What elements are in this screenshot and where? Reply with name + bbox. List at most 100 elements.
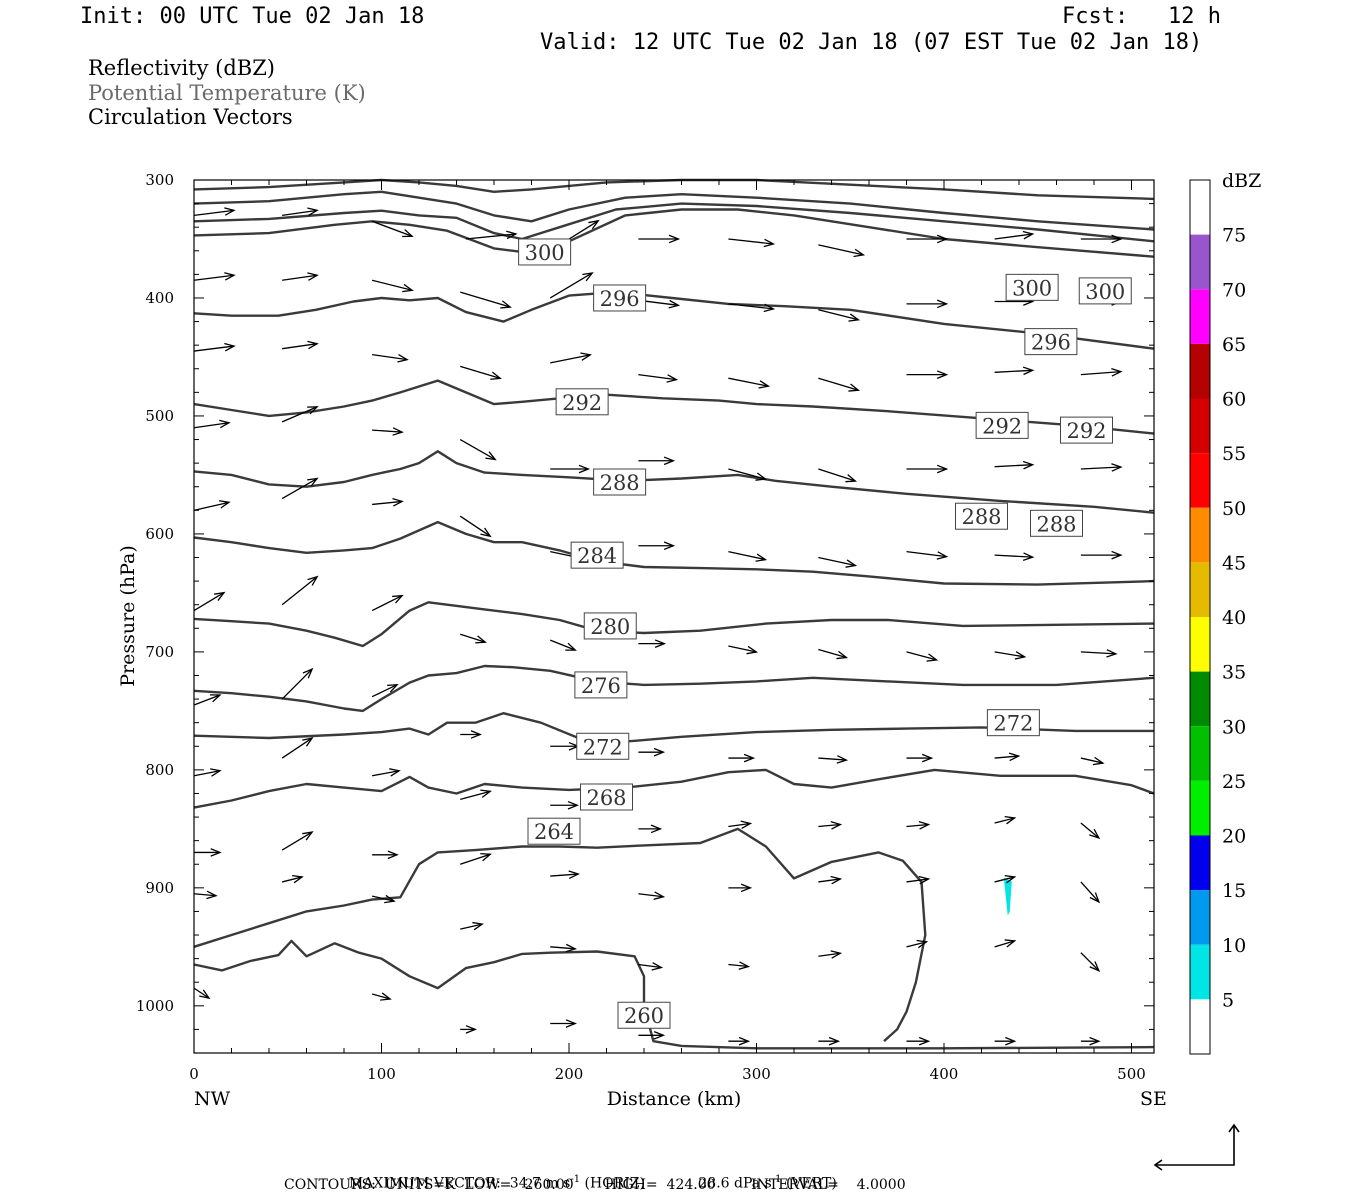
circulation-vector [728,550,768,562]
circulation-vector [1080,550,1123,560]
circulation-vector [728,961,751,970]
circulation-vector [372,850,399,860]
circulation-vector [1080,952,1101,972]
circulation-vector [1080,756,1105,766]
circulation-vector [818,950,843,959]
circulation-vector [460,853,492,865]
circulation-vector [459,515,492,538]
circulation-vector [550,464,591,474]
circulation-vector [994,651,1027,660]
contour-label: 280 [590,615,630,639]
circulation-vector [994,752,1021,762]
colorbar-level-label: 55 [1222,443,1246,465]
contour-label-box [617,1001,671,1029]
contour-label: 276 [581,674,621,698]
circulation-vector [459,438,497,461]
circulation-vector [550,741,581,751]
circulation-vector [371,594,404,612]
max-vector-label: MAXIMUM VECTOR: [348,1175,501,1192]
y-axis-label: Pressure (hPa) [117,545,139,687]
contours-info: CONTOURS: UNITS=K LOW= 260.00 HIGH= 424.… [284,1177,906,1193]
contour-label-box [593,284,647,312]
contour-label-box [1005,273,1059,301]
circulation-vector [728,883,753,893]
circulation-vector [638,962,664,971]
contour-label-box [1030,509,1083,537]
contour-label: 300 [525,241,565,265]
max-vector-line: MAXIMUM VECTOR: 34.7 m s-1 (HORIZ) 28.6 … [340,1158,837,1192]
colorbar-level-label: 70 [1222,279,1246,301]
circulation-vector [1080,1036,1101,1046]
contour-label: 268 [586,786,626,810]
circulation-vector [281,477,319,500]
circulation-vector [638,747,666,757]
theta-contour-292 [193,379,1155,435]
contour-label-box [580,783,633,811]
init-time: Init: 00 UTC Tue 02 Jan 18 [80,4,425,29]
colorbar-segment [1190,726,1210,781]
circulation-vector [638,234,681,244]
circulation-vector [372,427,404,436]
circulation-vector [906,464,949,474]
circulation-vector [550,943,577,953]
colorbar-segment [1190,780,1210,836]
y-tick-label: 900 [145,879,174,897]
max-vector-vert-unit: (VERT) [785,1175,837,1192]
contour-label-box [593,468,647,496]
x-tick-label: 100 [367,1065,396,1083]
x-axis-label: Distance (km) [607,1088,742,1110]
circulation-vector [281,406,319,423]
contour-label-box [576,732,630,760]
circulation-vector [194,848,222,857]
circulation-vector [994,230,1035,240]
circulation-vector [728,753,756,763]
circulation-vector [281,667,314,700]
circulation-vector [550,1019,578,1028]
colorbar-level-label: 60 [1222,389,1246,411]
y-tick-label: 300 [145,171,174,189]
circulation-vector [1080,881,1101,904]
colorbar-segment [1190,671,1210,727]
legend-potential-temperature: Potential Temperature (K) [88,81,366,105]
contour-label: 292 [1066,419,1106,443]
contour-label-box [527,817,581,845]
max-vector-horiz-unit: (HORIZ) [584,1175,645,1192]
colorbar-level-label: 50 [1222,498,1246,520]
circulation-vector [994,1036,1017,1046]
circulation-vector [282,207,319,217]
colorbar-segment [1190,180,1210,235]
contour-label-box [570,541,624,569]
y-tick-label: 800 [145,761,174,779]
circulation-vector [193,500,231,511]
x-tick-label: 400 [930,1065,959,1083]
circulation-vector [193,987,211,1000]
circulation-vector [818,244,866,258]
circulation-vector [906,939,929,949]
colorbar-segment [1190,835,1210,891]
contour-label-box [975,411,1029,439]
plot-frame [193,179,1155,1054]
contour-label-box [583,612,637,640]
theta-contour-280 [193,601,1155,648]
circulation-vector [1080,822,1101,840]
legend-reflectivity: Reflectivity (dBZ) [88,56,276,80]
colorbar-level-label: 5 [1222,989,1234,1011]
colorbar-title: dBZ [1222,170,1261,192]
circulation-vector [371,279,414,293]
circulation-vector [550,870,580,879]
valid-time: Valid: 12 UTC Tue 02 Jan 18 (07 EST Tue … [540,30,1203,55]
circulation-vector [193,694,222,706]
circulation-vector [818,875,843,885]
legend-circulation-vectors: Circulation Vectors [88,105,293,129]
circulation-vector [281,874,304,884]
circulation-vector [371,220,414,238]
circulation-vector [193,419,231,429]
circulation-vector [460,730,483,739]
theta-contour-276 [193,664,1155,713]
contour-label: 300 [1012,276,1052,300]
y-tick-label: 1000 [136,997,174,1015]
circulation-vector [994,815,1017,825]
colorbar-segment [1190,617,1210,672]
max-vector-horiz-exp: -1 [570,1174,581,1185]
colorbar-segment [1190,234,1210,290]
